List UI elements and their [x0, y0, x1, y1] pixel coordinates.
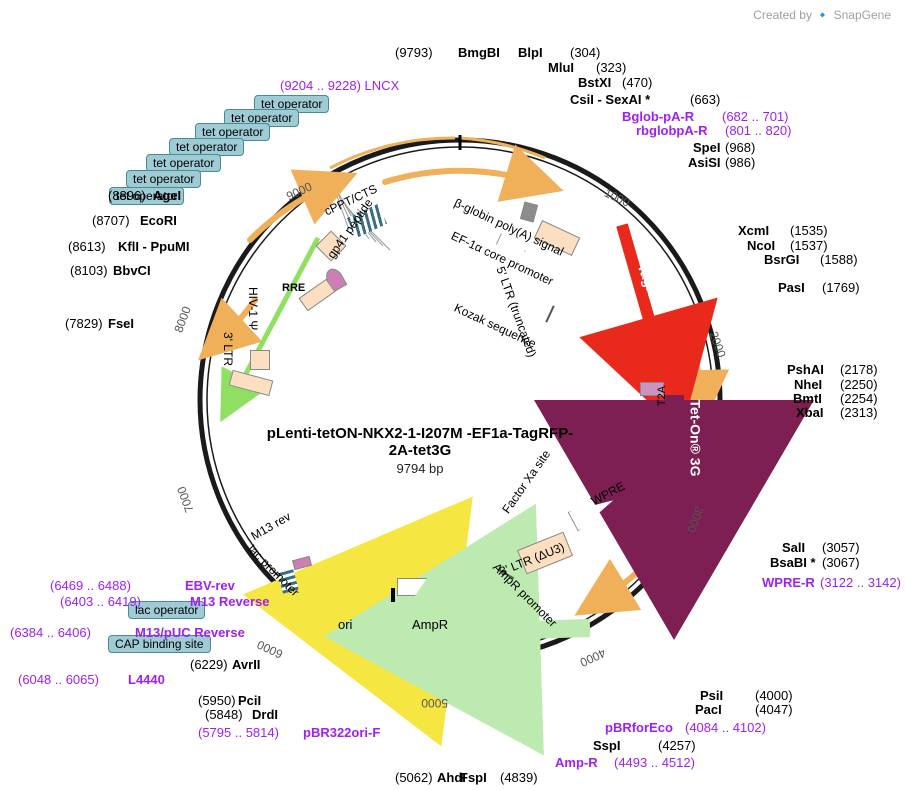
label-spei: SpeI — [693, 140, 720, 155]
label-teton3g: Tet-On® 3G — [687, 400, 703, 477]
label-ahdi-pos: (5062) — [395, 770, 433, 785]
label-xbai: XbaI — [796, 405, 823, 420]
label-bsrgi: BsrGI — [764, 252, 799, 267]
label-sspi-pos: (4257) — [658, 738, 696, 753]
label-psii: PsiI — [700, 688, 723, 703]
label-blpi: BlpI — [518, 45, 543, 60]
label-ecori-pos: (8707) — [92, 213, 130, 228]
label-bstxi: BstXI — [578, 75, 611, 90]
label-pbr322orif-pos: (5795 .. 5814) — [198, 725, 279, 740]
label-ecori: EcoRI — [140, 213, 177, 228]
label-pbrforeco-pos: (4084 .. 4102) — [685, 720, 766, 735]
label-bmgbi: BmgBI — [458, 45, 500, 60]
label-fsei-pos: (7829) — [65, 316, 103, 331]
label-bmti: BmtI — [793, 391, 822, 406]
label-mlui: MluI — [548, 60, 574, 75]
label-drdi: DrdI — [252, 707, 278, 722]
tet-operator-badge-6: tet operator — [126, 170, 201, 188]
label-bsabi-pos: (3067) — [822, 555, 860, 570]
label-pasi: PasI — [778, 280, 805, 295]
label-bsrgi-pos: (1588) — [820, 252, 858, 267]
label-ori: ori — [338, 617, 352, 632]
label-pbr322orif: pBR322ori-F — [303, 725, 380, 740]
label-bmti-pos: (2254) — [840, 391, 878, 406]
label-pshai-pos: (2178) — [840, 362, 878, 377]
plasmid-map-canvas: Created by 🔹 SnapGene — [0, 0, 905, 790]
label-bstxi-pos: (470) — [622, 75, 652, 90]
lncx-range-label: (9204 .. 9228) LNCX — [280, 78, 399, 93]
label-ampr-pos: (4493 .. 4512) — [614, 755, 695, 770]
label-bglob: Bglob-pA-R — [622, 109, 694, 124]
label-avrii: AvrII — [232, 657, 260, 672]
label-wprer-pos: (3122 .. 3142) — [820, 575, 901, 590]
label-agei: AgeI — [153, 188, 181, 203]
label-ampr: AmpR — [412, 617, 448, 632]
label-fspi-pos: (4839) — [500, 770, 538, 785]
label-ebvrev-pos: (6469 .. 6488) — [50, 578, 131, 593]
label-sali: SalI — [782, 540, 805, 555]
label-fsei: FseI — [108, 316, 134, 331]
label-nhei-pos: (2250) — [840, 377, 878, 392]
label-spei-pos: (968) — [725, 140, 755, 155]
label-csi-pos: (663) — [690, 92, 720, 107]
label-bmgbi-pos: (9793) — [395, 45, 433, 60]
label-pasi-pos: (1769) — [822, 280, 860, 295]
label-bbvci: BbvCI — [113, 263, 151, 278]
label-amprbold: Amp-R — [555, 755, 598, 770]
ampr-promoter-dash — [391, 588, 395, 602]
hiv1psi-box — [250, 350, 270, 370]
label-rbglobpar: rbglobpA-R — [636, 123, 707, 138]
label-ahdi: AhdI — [437, 770, 466, 785]
label-xcmi-pos: (1535) — [790, 223, 828, 238]
label-3ltr: 3' LTR — [221, 332, 235, 366]
label-paci: PacI — [695, 702, 722, 717]
label-drdi-pos: (5848) — [205, 707, 243, 722]
label-l4440: L4440 — [128, 672, 165, 687]
label-m13pucrev: M13/pUC Reverse — [135, 625, 245, 640]
label-bglob-pos: (682 .. 701) — [722, 109, 789, 124]
label-kfliptmi: KflI - PpuMI — [118, 239, 190, 254]
label-xcmi: XcmI — [738, 223, 769, 238]
label-rre: RRE — [282, 282, 305, 294]
label-sali-pos: (3057) — [822, 540, 860, 555]
label-pshai: PshAI — [787, 362, 824, 377]
label-pcii: PciI — [238, 693, 261, 708]
label-psii-pos: (4000) — [755, 688, 793, 703]
label-m13rev-pos: (6403 .. 6419) — [60, 594, 141, 609]
label-pcii-pos: (5950) — [198, 693, 236, 708]
label-ncoi-pos: (1537) — [790, 238, 828, 253]
label-kflippumi-pos: (8613) — [68, 239, 106, 254]
label-bsabi: BsaBI * — [770, 555, 816, 570]
label-csi: CsiI - SexAI * — [570, 92, 650, 107]
label-sspi: SspI — [593, 738, 620, 753]
label-l4440-pos: (6048 .. 6065) — [18, 672, 99, 687]
label-bbvci-pos: (8103) — [70, 263, 108, 278]
label-asisi-pos: (986) — [725, 155, 755, 170]
label-pbrforeco: pBRforEco — [605, 720, 673, 735]
label-t2a: T2A — [656, 386, 668, 406]
label-xbai-pos: (2313) — [840, 405, 878, 420]
label-blpi-pos: (304) — [570, 45, 600, 60]
label-m13rev-bold: M13 Reverse — [190, 594, 270, 609]
label-rbglobpar-pos: (801 .. 820) — [725, 123, 792, 138]
label-avrii-pos: (6229) — [190, 657, 228, 672]
ring-tick-5000: 5000 — [421, 696, 448, 710]
label-ncoi: NcoI — [747, 238, 775, 253]
label-ebvrev: EBV-rev — [185, 578, 235, 593]
label-hiv1psi: HIV-1 Ψ — [246, 287, 260, 330]
label-nhei: NheI — [794, 377, 822, 392]
label-wprer: WPRE-R — [762, 575, 815, 590]
label-agei-pos: (8896) — [108, 188, 146, 203]
label-m13pucrev-pos: (6384 .. 6406) — [10, 625, 91, 640]
label-mlui-pos: (323) — [596, 60, 626, 75]
label-paci-pos: (4047) — [755, 702, 793, 717]
label-asisi: AsiSI — [688, 155, 721, 170]
